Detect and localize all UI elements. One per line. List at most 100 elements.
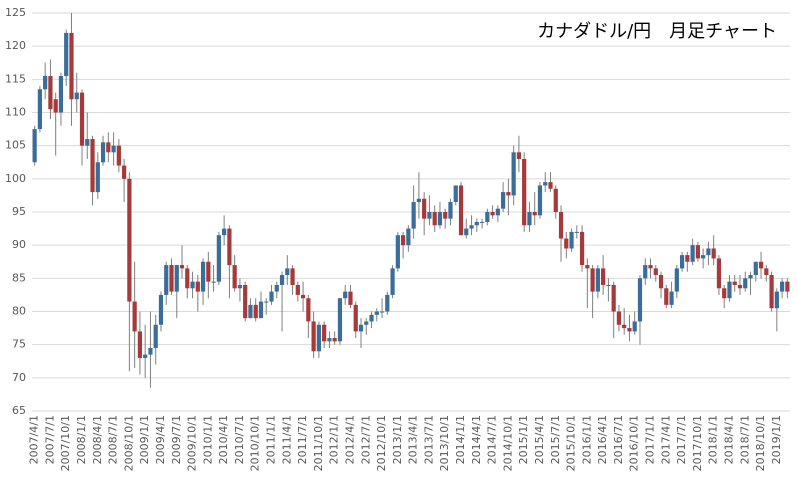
candle-body (143, 354, 148, 358)
candle-body (174, 265, 179, 292)
y-tick-label: 100 (5, 172, 26, 185)
candle-body (227, 228, 232, 266)
candle-body (364, 321, 369, 325)
candle-body (348, 291, 353, 305)
candle-body (116, 145, 121, 166)
candle-body (574, 231, 579, 233)
x-tick-label: 2018/4/1 (722, 415, 735, 464)
candle-body (653, 268, 658, 276)
candle-body (606, 284, 611, 286)
candle-body (511, 152, 516, 196)
y-tick-label: 125 (5, 6, 26, 19)
candle-body (122, 165, 127, 179)
candle-body (327, 338, 332, 342)
candle-body (553, 188, 558, 212)
candle-body (69, 32, 74, 100)
candle-body (527, 212, 532, 226)
candle-body (432, 212, 437, 226)
candle-body (579, 231, 585, 266)
candle-body (422, 198, 427, 219)
x-tick-label: 2009/1/1 (138, 415, 151, 464)
x-tick-label: 2017/7/1 (675, 415, 688, 464)
candle-body (722, 288, 727, 299)
x-tick-label: 2014/10/1 (501, 415, 514, 471)
x-tick-label: 2015/10/1 (565, 415, 578, 471)
candle-body (411, 202, 416, 229)
y-tick-label: 65 (12, 404, 26, 417)
candle-body (58, 76, 64, 113)
candle-body (764, 268, 769, 276)
x-tick-label: 2012/1/1 (328, 415, 341, 464)
candle-body (290, 268, 295, 285)
candle-body (164, 265, 169, 295)
candle-body (211, 281, 216, 283)
candle-body (153, 324, 158, 348)
candle-body (758, 261, 764, 269)
candle-body (395, 235, 400, 269)
candle-body (506, 192, 511, 196)
candle-body (222, 228, 227, 236)
candle-body (685, 255, 690, 262)
candle-body (353, 304, 358, 332)
x-tick-label: 2010/7/1 (233, 415, 246, 464)
candle-body (216, 235, 221, 282)
candle-body (148, 347, 153, 355)
candle-body (737, 284, 743, 289)
candle-body (643, 265, 648, 279)
candle-body (200, 261, 206, 292)
candle-body (632, 321, 637, 332)
candle-body (100, 142, 106, 163)
candle-body (37, 89, 43, 130)
candle-body (248, 304, 253, 319)
candle-body (753, 261, 758, 276)
candle-body (400, 235, 406, 246)
candle-body (622, 324, 627, 329)
x-tick-label: 2014/7/1 (486, 415, 499, 464)
candle-body (79, 92, 85, 146)
candle-body (311, 321, 316, 352)
y-tick-label: 110 (5, 106, 26, 119)
candle-body (379, 311, 385, 313)
candle-body (595, 268, 600, 292)
x-tick-label: 2016/4/1 (596, 415, 609, 464)
candle-body (237, 284, 243, 289)
y-tick-label: 95 (12, 205, 26, 218)
candle-body (469, 225, 474, 229)
candle-body (543, 182, 548, 186)
candle-body (532, 212, 537, 216)
candle-body (516, 152, 522, 159)
candle-body (779, 281, 785, 292)
candle-body (569, 231, 574, 249)
x-tick-label: 2016/10/1 (628, 415, 641, 471)
candle-body (548, 182, 553, 189)
candle-body (437, 212, 443, 226)
candle-body (64, 32, 69, 77)
candle-body (337, 298, 343, 342)
x-tick-label: 2016/1/1 (580, 415, 593, 464)
candle-body (295, 284, 300, 295)
candle-body (485, 212, 490, 222)
candle-body (53, 99, 58, 113)
candle-body (132, 301, 137, 332)
candle-body (732, 281, 737, 285)
candle-body (274, 284, 279, 292)
candle-body (474, 221, 479, 226)
x-tick-label: 2007/4/1 (28, 415, 41, 464)
candle-body (322, 324, 327, 342)
x-tick-label: 2014/4/1 (470, 415, 483, 464)
x-tick-label: 2009/10/1 (186, 415, 199, 471)
x-tick-label: 2007/7/1 (43, 415, 56, 464)
candle-body (232, 265, 237, 289)
x-tick-label: 2017/10/1 (691, 415, 704, 471)
candle-body (701, 255, 706, 259)
x-tick-label: 2018/7/1 (738, 415, 751, 464)
candle-body (406, 228, 411, 246)
candle-body (374, 311, 379, 315)
candle-body (537, 185, 543, 216)
candle-body (674, 268, 679, 292)
candle-body (32, 129, 37, 163)
x-tick-label: 2008/4/1 (91, 415, 104, 464)
candle-body (179, 265, 185, 269)
candle-body (585, 265, 590, 269)
x-tick-label: 2009/4/1 (154, 415, 167, 464)
